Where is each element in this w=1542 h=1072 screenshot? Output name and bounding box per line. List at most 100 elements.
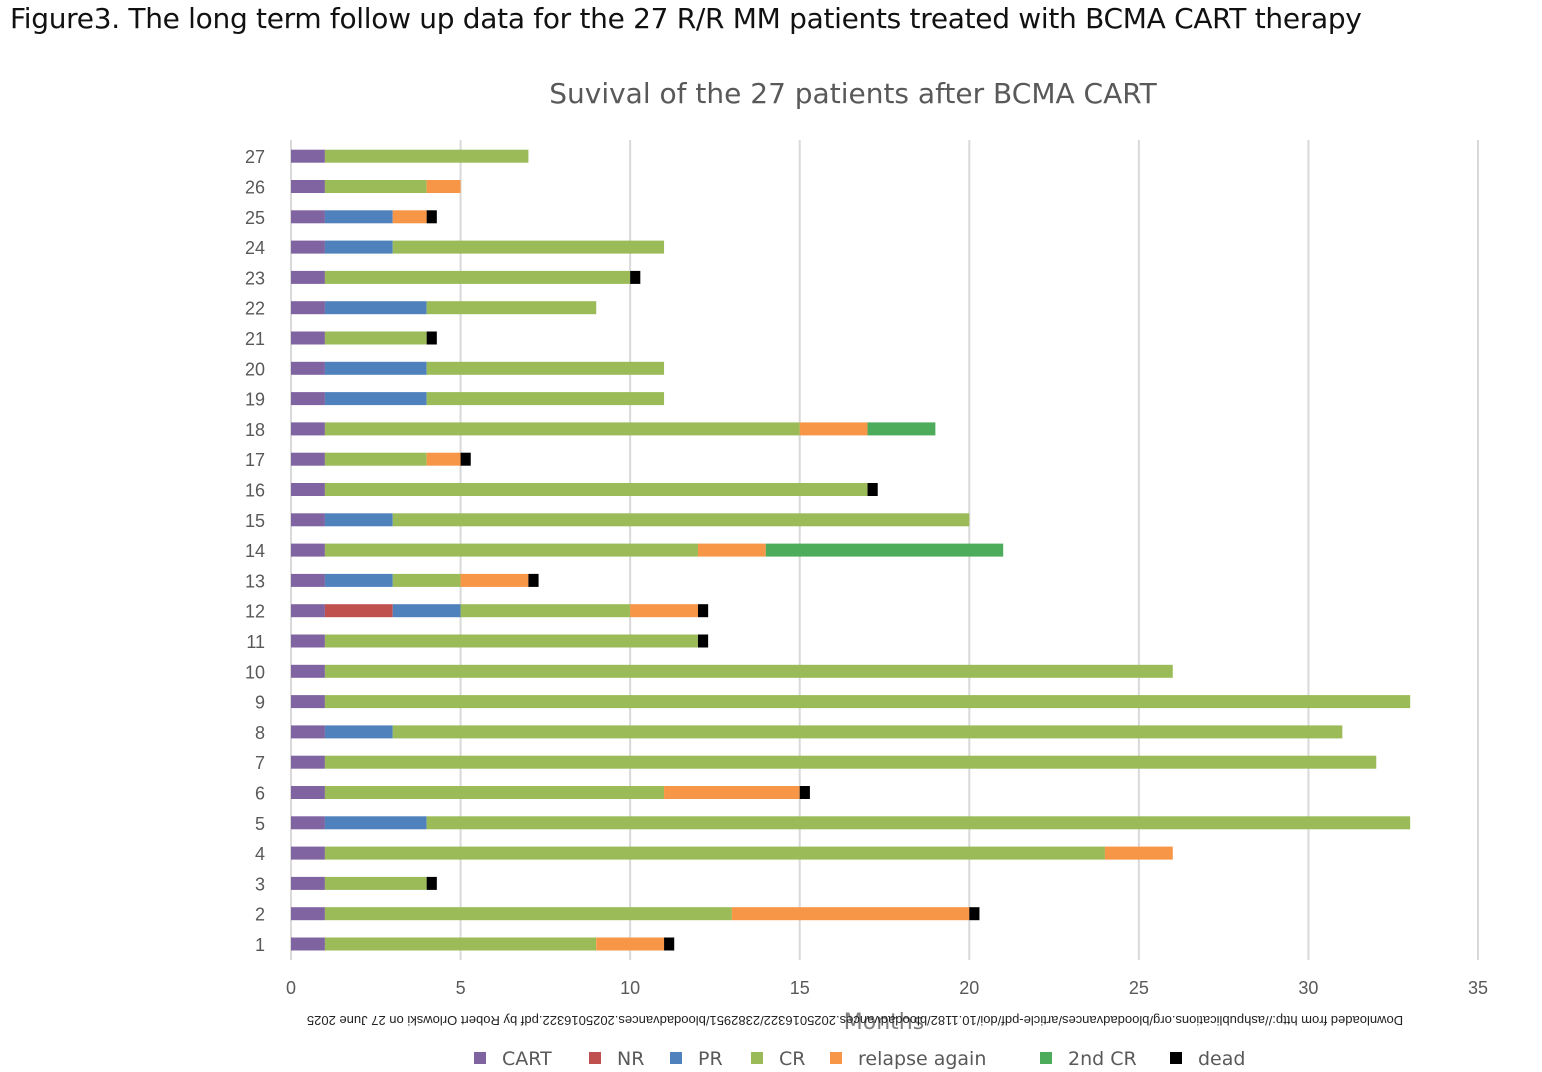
y-tick-label: 15 [245, 511, 265, 531]
bar-relapse-again-patient-4 [1104, 846, 1173, 860]
bar-relapse-again-patient-25 [392, 210, 427, 224]
bar-cart-patient-11 [291, 634, 325, 648]
y-tick-label: 2 [255, 905, 265, 925]
bar-cr-patient-27 [324, 149, 529, 163]
x-tick-label: 5 [456, 978, 466, 998]
y-tick-label: 19 [245, 390, 265, 410]
bar-dead-patient-11 [697, 634, 709, 648]
bar-cart-patient-12 [291, 604, 325, 618]
bar-cr-patient-13 [392, 573, 461, 587]
bar-dead-patient-13 [528, 573, 539, 587]
x-tick-label: 10 [620, 978, 640, 998]
bar-cr-patient-20 [426, 361, 665, 375]
y-tick-label: 21 [245, 329, 265, 349]
bar-dead-patient-1 [664, 937, 675, 951]
y-tick-label: 8 [255, 723, 265, 743]
bar-cart-patient-6 [291, 786, 325, 799]
x-tick-label: 30 [1298, 978, 1318, 998]
bar-cart-patient-1 [291, 937, 325, 951]
download-watermark: Downloaded from http://ashpublications.o… [307, 1013, 1403, 1028]
y-tick-label: 25 [245, 208, 265, 228]
y-tick-label: 7 [255, 753, 265, 773]
bar-cart-patient-26 [291, 180, 325, 193]
bar-dead-patient-6 [799, 786, 810, 799]
legend-label: PR [698, 1048, 723, 1070]
y-tick-label: 10 [245, 662, 265, 682]
bar-dead-patient-23 [630, 270, 641, 284]
bar-2nd-cr-patient-18 [867, 422, 936, 436]
bar-cr-patient-22 [426, 301, 597, 315]
bar-pr-patient-13 [324, 573, 393, 587]
y-tick-label: 14 [245, 541, 265, 561]
y-tick-label: 23 [245, 268, 265, 288]
legend: CART NR PR CR relapse again 2nd CR dead [474, 1048, 1245, 1070]
bar-cr-patient-14 [324, 543, 698, 557]
bar-dead-patient-12 [697, 604, 709, 618]
bar-cr-patient-17 [324, 452, 427, 466]
bar-cart-patient-2 [291, 907, 325, 921]
y-tick-label: 26 [245, 178, 265, 198]
bar-cr-patient-26 [324, 180, 427, 193]
bar-relapse-again-patient-1 [596, 937, 665, 951]
bar-dead-patient-17 [460, 452, 471, 466]
legend-swatch [830, 1052, 842, 1064]
bar-relapse-again-patient-14 [697, 543, 766, 557]
bar-dead-patient-25 [426, 210, 437, 224]
bar-cart-patient-24 [291, 240, 325, 254]
x-tick-label: 35 [1468, 978, 1488, 998]
bar-cr-patient-5 [426, 816, 1411, 830]
bar-cr-patient-8 [392, 725, 1343, 739]
y-tick-label: 17 [245, 450, 265, 470]
legend-swatch [474, 1052, 486, 1064]
legend-label: CR [779, 1048, 805, 1070]
bar-cr-patient-7 [324, 755, 1377, 769]
bar-pr-patient-24 [324, 240, 393, 254]
bar-cart-patient-4 [291, 846, 325, 860]
bar-cart-patient-17 [291, 452, 325, 466]
bar-cart-patient-5 [291, 816, 325, 830]
bar-cr-patient-23 [324, 270, 631, 284]
bar-cr-patient-18 [324, 422, 800, 436]
bar-relapse-again-patient-2 [731, 907, 970, 921]
y-tick-label: 9 [255, 693, 265, 713]
bar-cart-patient-20 [291, 361, 325, 375]
bar-cart-patient-19 [291, 392, 325, 406]
legend-label: NR [617, 1048, 644, 1070]
legend-label: 2nd CR [1068, 1048, 1137, 1070]
bar-cart-patient-18 [291, 422, 325, 436]
bar-nr-patient-12 [324, 604, 393, 618]
figure-caption: Figure3. The long term follow up data fo… [10, 2, 1362, 35]
legend-swatch [1040, 1052, 1052, 1064]
bar-cr-patient-10 [324, 664, 1173, 678]
y-tick-label: 1 [255, 935, 265, 955]
y-tick-label: 16 [245, 481, 265, 501]
y-tick-label: 4 [255, 844, 265, 864]
bar-cart-patient-13 [291, 573, 325, 587]
bar-cr-patient-3 [324, 876, 427, 890]
x-tick-label: 0 [286, 978, 296, 998]
x-tick-labels: 0 5 10 15 20 25 30 35 [286, 978, 1488, 998]
bar-pr-patient-19 [324, 392, 427, 406]
bar-cr-patient-6 [324, 786, 665, 799]
y-tick-label: 5 [255, 814, 265, 834]
bar-cr-patient-16 [324, 483, 868, 496]
y-tick-label: 11 [246, 632, 265, 652]
bar-cr-patient-15 [392, 513, 970, 527]
bar-pr-patient-15 [324, 513, 393, 527]
bar-cart-patient-8 [291, 725, 325, 739]
legend-swatch [670, 1052, 682, 1064]
y-tick-label: 24 [245, 238, 265, 258]
bar-cr-patient-1 [324, 937, 597, 951]
bar-cart-patient-15 [291, 513, 325, 527]
bar-dead-patient-16 [867, 483, 878, 496]
x-tick-label: 25 [1129, 978, 1149, 998]
bar-cart-patient-10 [291, 664, 325, 678]
bar-cart-patient-3 [291, 876, 325, 890]
bar-cart-patient-14 [291, 543, 325, 557]
legend-swatch [589, 1052, 601, 1064]
y-tick-label: 18 [245, 420, 265, 440]
bar-relapse-again-patient-13 [460, 573, 529, 587]
bar-cr-patient-21 [324, 331, 427, 345]
y-tick-label: 6 [255, 784, 265, 804]
